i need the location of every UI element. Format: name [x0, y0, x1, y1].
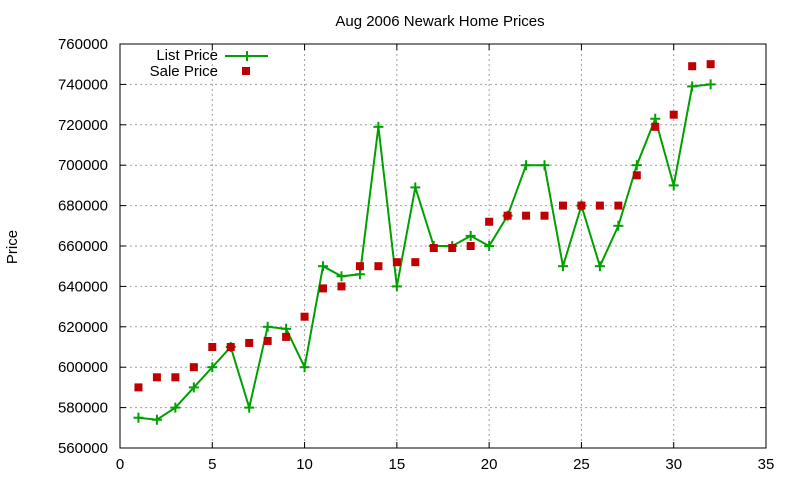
y-tick-label: 720000 — [58, 117, 108, 134]
sale-price-point — [558, 201, 567, 210]
list-price-point — [705, 79, 716, 90]
y-tick-label: 680000 — [58, 198, 108, 215]
y-tick-label: 580000 — [58, 400, 108, 417]
plot-frame — [119, 43, 767, 449]
x-tick-label: 5 — [208, 456, 216, 473]
sale-price-point — [263, 336, 272, 345]
sale-price-point — [189, 363, 198, 372]
y-tick-label: 600000 — [58, 359, 108, 376]
sale-price-point — [448, 244, 457, 253]
x-tick-label: 25 — [573, 456, 590, 473]
list-price-point — [539, 160, 550, 171]
sale-price-point — [171, 373, 180, 382]
sale-price-point — [429, 244, 438, 253]
series-layer — [133, 60, 716, 425]
sale-price-point — [577, 201, 586, 210]
list-price-point — [354, 269, 365, 280]
x-tick-label: 30 — [665, 456, 682, 473]
list-price-point — [133, 412, 144, 423]
legend: List Price Sale Price — [150, 47, 268, 80]
sale-price-point — [152, 373, 161, 382]
sale-price-point — [466, 242, 475, 250]
list-price-point — [594, 261, 605, 272]
list-price-point — [244, 402, 255, 413]
sale-price-point — [226, 343, 235, 351]
list-price-point — [521, 160, 532, 171]
sale-price-point — [706, 60, 715, 69]
sale-price-point — [503, 211, 512, 220]
sale-price-point — [392, 258, 401, 267]
list-price-point — [410, 182, 421, 193]
y-tick-label: 620000 — [58, 319, 108, 336]
x-tick-label: 0 — [116, 456, 124, 473]
sale-price-point — [522, 211, 531, 220]
list-price-point — [391, 281, 402, 292]
list-price-point — [465, 230, 476, 241]
list-price-point — [687, 81, 698, 92]
list-price-line — [138, 83, 711, 421]
list-price-point — [557, 261, 568, 272]
list-price-point — [207, 362, 218, 373]
y-tick-label: 700000 — [58, 157, 108, 174]
list-price-point — [299, 362, 310, 373]
sale-price-point — [540, 211, 549, 220]
x-tick-label: 35 — [758, 456, 775, 473]
sale-price-point — [632, 171, 641, 180]
legend-swatch-list-price-marker — [242, 51, 252, 61]
x-tick-label: 20 — [481, 456, 498, 473]
sale-price-point — [282, 332, 291, 341]
list-price-point — [170, 402, 181, 413]
list-price-point — [151, 414, 162, 425]
y-tick-label: 560000 — [58, 440, 108, 457]
sale-price-point — [355, 262, 364, 271]
y-tick-label: 760000 — [58, 36, 108, 53]
list-price-point — [613, 220, 624, 231]
list-price-point — [668, 180, 679, 191]
y-axis: 560000 580000 600000 620000 640000 660000 6800… — [58, 36, 766, 457]
list-price-point — [631, 160, 642, 171]
sale-price-point — [300, 312, 309, 321]
sale-price-point — [614, 201, 623, 210]
sale-price-point — [411, 258, 420, 267]
chart-title: Aug 2006 Newark Home Prices — [335, 13, 544, 30]
sale-price-point — [651, 122, 660, 131]
list-price-point — [262, 321, 273, 332]
legend-label-list-price: List Price — [156, 47, 218, 64]
legend-label-sale-price: Sale Price — [150, 63, 218, 80]
sale-price-point — [319, 284, 328, 293]
list-price-point — [188, 382, 199, 393]
legend-swatch-sale-price — [242, 67, 250, 75]
y-tick-label: 740000 — [58, 76, 108, 93]
x-tick-label: 10 — [296, 456, 313, 473]
list-price-point — [318, 261, 329, 272]
y-tick-label: 640000 — [58, 278, 108, 295]
list-price-point — [373, 121, 384, 132]
sale-price-point — [337, 282, 346, 291]
list-price-point — [650, 113, 661, 124]
sale-price-point — [134, 383, 143, 392]
list-price-point — [281, 323, 292, 334]
y-tick-label: 660000 — [58, 238, 108, 255]
sale-price-point — [669, 110, 678, 119]
y-axis-label: Price — [4, 230, 21, 264]
x-tick-label: 15 — [389, 456, 406, 473]
list-price-point — [484, 241, 495, 251]
sale-price-point — [595, 201, 604, 210]
x-axis: 0 5 10 15 20 25 30 35 — [116, 44, 775, 473]
sale-price-point — [208, 343, 217, 351]
list-price-point — [336, 271, 347, 282]
sale-price-point — [245, 338, 254, 347]
sale-price-point — [485, 217, 494, 226]
sale-price-point — [374, 262, 383, 271]
sale-price-point — [688, 62, 697, 71]
